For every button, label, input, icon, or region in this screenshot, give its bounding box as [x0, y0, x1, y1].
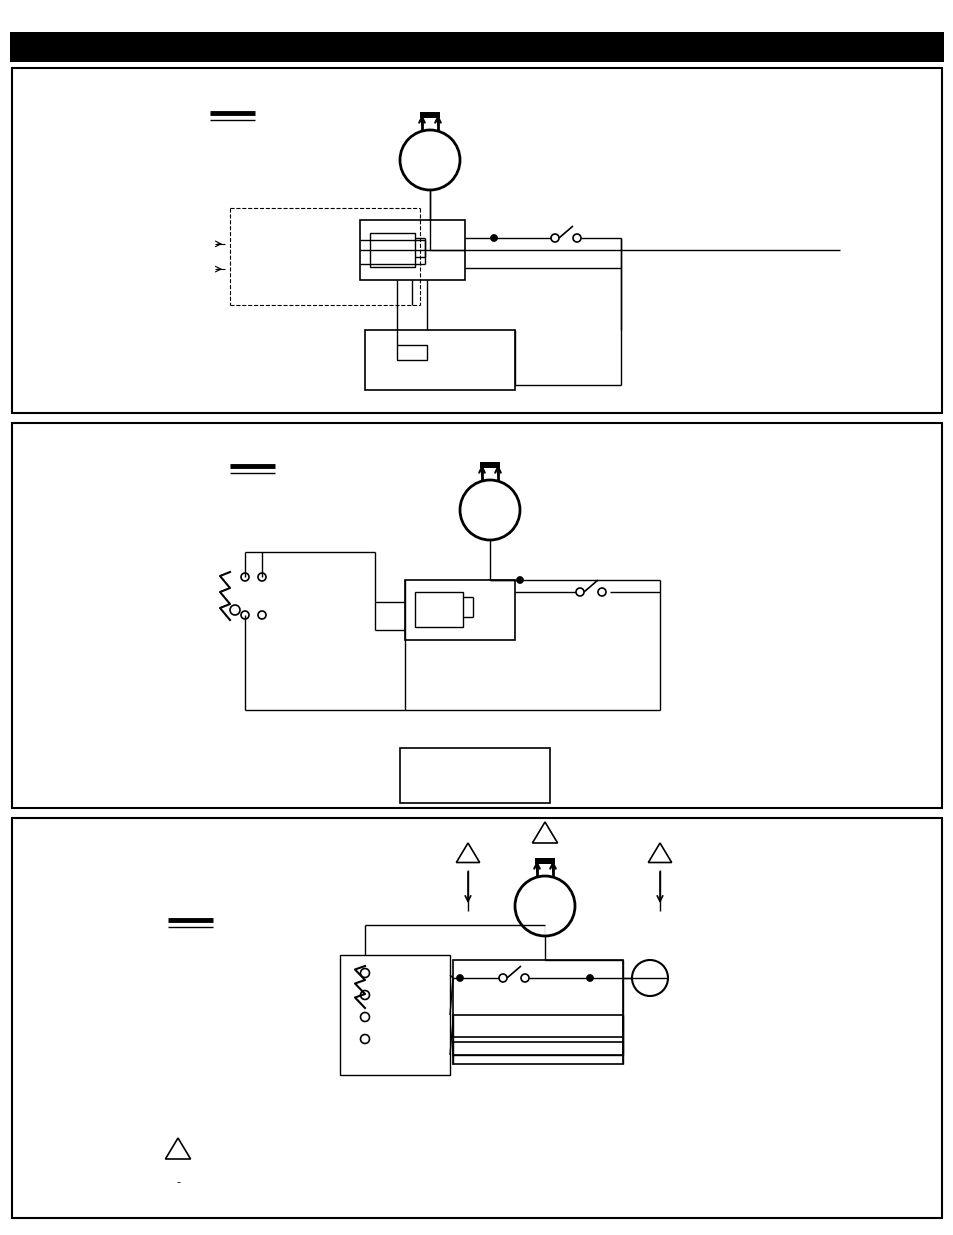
Bar — [415, 592, 462, 627]
Bar — [453, 1015, 622, 1037]
Bar — [453, 960, 622, 1055]
Circle shape — [586, 974, 593, 982]
Bar — [405, 580, 515, 640]
Bar — [12, 424, 941, 808]
Circle shape — [490, 235, 497, 242]
Bar — [535, 858, 555, 864]
Bar — [399, 748, 550, 803]
Circle shape — [456, 974, 463, 982]
Bar — [10, 32, 943, 62]
Bar — [479, 462, 499, 468]
Bar — [339, 955, 450, 1074]
Bar — [12, 818, 941, 1218]
Circle shape — [516, 577, 523, 583]
Bar — [12, 68, 941, 412]
Bar — [365, 330, 515, 390]
Bar — [453, 1042, 622, 1065]
Text: -: - — [175, 1177, 180, 1187]
Bar — [359, 220, 464, 280]
Bar — [370, 233, 415, 267]
Bar — [419, 112, 439, 119]
Bar — [396, 345, 427, 359]
